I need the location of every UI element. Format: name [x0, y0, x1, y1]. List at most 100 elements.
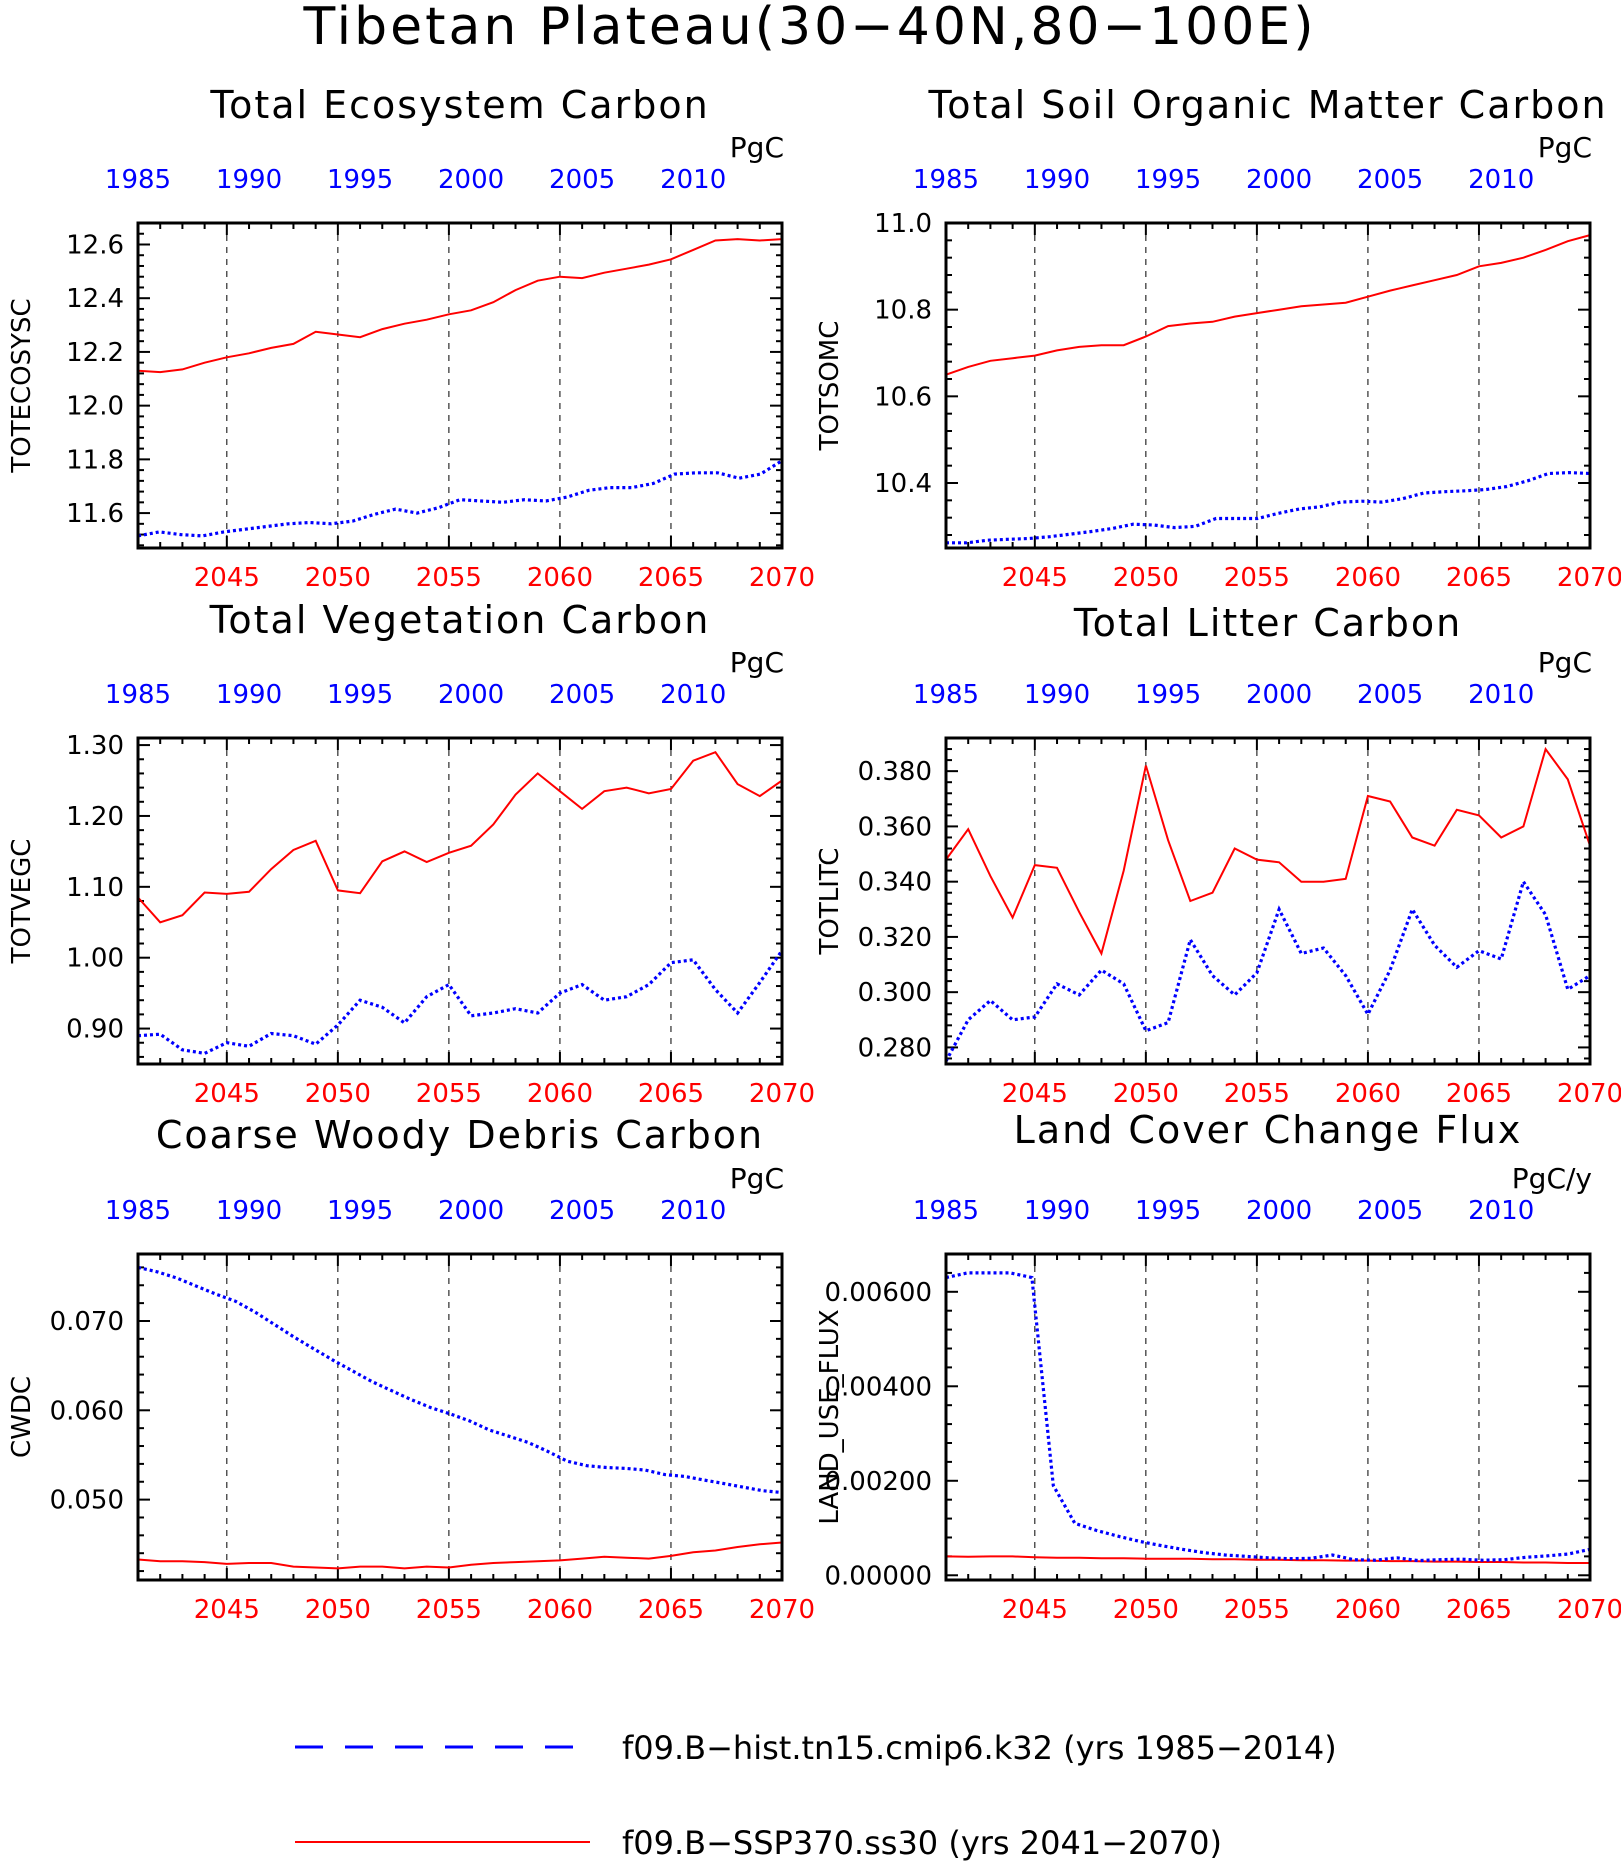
- x-bottom-tick-label: 2055: [416, 563, 482, 593]
- chart-panel-total-litter-carbon: Total Litter Carbon PgC TOTLITC 2045 2050 205…: [815, 601, 1621, 1109]
- x-bottom-tick-label: 2065: [638, 1595, 704, 1625]
- plot-frame: [136, 1252, 784, 1582]
- series-ssp370-line: [945, 1555, 1590, 1564]
- x-top-tick-label: 1985: [913, 165, 979, 195]
- legend: f09.B−hist.tn15.cmip6.k32 (yrs 1985−2014…: [295, 1729, 1337, 1862]
- x-top-tick-label: 2010: [660, 680, 726, 710]
- x-bottom-tick-label: 2065: [1446, 1079, 1512, 1109]
- y-axis-label: TOTLITC: [815, 848, 845, 956]
- x-bottom-tick-label: 2060: [1335, 563, 1401, 593]
- x-bottom-tick-label: 2055: [1224, 1595, 1290, 1625]
- x-bottom-tick-label: 2070: [1557, 1595, 1621, 1625]
- y-axis-label: TOTSOMC: [815, 321, 845, 452]
- x-top-tick-label: 1990: [216, 1196, 282, 1226]
- x-top-tick-label: 1995: [1135, 680, 1201, 710]
- y-tick-label: 0.050: [50, 1486, 124, 1516]
- x-top-tick-label: 2000: [438, 1196, 504, 1226]
- x-top-tick-label: 1985: [105, 1196, 171, 1226]
- plot-frame: [944, 1252, 1592, 1582]
- x-top-tick-label: 1990: [1024, 165, 1090, 195]
- x-top-tick-label: 2005: [549, 165, 615, 195]
- x-top-tick-label: 2005: [549, 1196, 615, 1226]
- x-bottom-tick-label: 2045: [194, 1079, 260, 1109]
- y-tick-label: 10.6: [874, 382, 932, 412]
- x-top-tick-label: 2010: [660, 165, 726, 195]
- x-top-tick-label: 1990: [216, 165, 282, 195]
- x-top-tick-label: 2005: [1357, 165, 1423, 195]
- y-tick-label: 12.6: [66, 230, 124, 260]
- x-top-tick-label: 1985: [105, 680, 171, 710]
- y-tick-label: 0.060: [50, 1396, 124, 1426]
- y-tick-label: 0.320: [858, 923, 932, 953]
- x-bottom-tick-label: 2065: [1446, 563, 1512, 593]
- x-bottom-tick-label: 2070: [749, 1079, 815, 1109]
- x-bottom-tick-label: 2065: [638, 1079, 704, 1109]
- chart-title: Total Vegetation Carbon: [209, 598, 711, 642]
- x-bottom-tick-label: 2050: [1113, 1079, 1179, 1109]
- x-bottom-tick-label: 2065: [1446, 1595, 1512, 1625]
- chart-panel-total-ecosystem-carbon: Total Ecosystem Carbon PgC TOTECOSYSC 2045 2…: [7, 83, 815, 593]
- x-top-tick-label: 2000: [1246, 680, 1312, 710]
- x-bottom-tick-label: 2060: [527, 1595, 593, 1625]
- y-tick-label: 12.4: [66, 284, 124, 314]
- x-top-tick-label: 1985: [913, 680, 979, 710]
- x-bottom-tick-label: 2070: [1557, 563, 1621, 593]
- y-axis-label: LAND_USE_FLUX: [815, 1309, 845, 1524]
- x-bottom-tick-label: 2065: [638, 563, 704, 593]
- y-tick-label: 0.300: [858, 978, 932, 1008]
- series-hist-line: [944, 877, 1591, 1062]
- chart-panel-coarse-woody-debris-carbon: Coarse Woody Debris Carbon PgC CWDC 2045 205…: [7, 1113, 815, 1625]
- y-axis-label: TOTVEGC: [7, 839, 37, 965]
- series-ssp370-line: [137, 1541, 783, 1570]
- x-top-tick-label: 2000: [438, 680, 504, 710]
- y-tick-label: 10.8: [874, 296, 932, 326]
- x-bottom-tick-label: 2050: [305, 1595, 371, 1625]
- y-tick-label: 11.6: [66, 499, 124, 529]
- units-label: PgC: [730, 1162, 784, 1195]
- y-tick-label: 10.4: [874, 469, 932, 499]
- y-tick-label: 0.00400: [824, 1372, 932, 1402]
- units-label: PgC: [730, 646, 784, 679]
- series-ssp370-line: [945, 234, 1591, 376]
- x-top-tick-label: 1995: [1135, 1196, 1201, 1226]
- plot-frame: [136, 221, 784, 550]
- x-bottom-tick-label: 2070: [749, 1595, 815, 1625]
- x-top-tick-label: 1990: [1024, 680, 1090, 710]
- x-top-tick-label: 2000: [438, 165, 504, 195]
- y-tick-label: 12.2: [66, 338, 124, 368]
- figure-title: Tibetan Plateau(30−40N,80−100E): [303, 0, 1317, 57]
- y-tick-label: 0.00200: [824, 1467, 932, 1497]
- plot-frame: [136, 736, 784, 1066]
- y-tick-label: 0.00600: [824, 1278, 932, 1308]
- series-ssp370-line: [945, 746, 1591, 957]
- x-top-tick-label: 1990: [1024, 1196, 1090, 1226]
- y-tick-label: 1.20: [66, 802, 124, 832]
- y-tick-label: 1.30: [66, 731, 124, 761]
- series-hist-line: [945, 1271, 1591, 1563]
- x-bottom-tick-label: 2055: [1224, 1079, 1290, 1109]
- series-hist-line: [137, 949, 784, 1056]
- series-hist-line: [946, 470, 1591, 545]
- legend-label: f09.B−hist.tn15.cmip6.k32 (yrs 1985−2014…: [622, 1729, 1337, 1767]
- x-top-tick-label: 1995: [1135, 165, 1201, 195]
- x-bottom-tick-label: 2050: [305, 563, 371, 593]
- x-top-tick-label: 2010: [1468, 680, 1534, 710]
- x-bottom-tick-label: 2060: [527, 563, 593, 593]
- plot-frame: [944, 221, 1592, 550]
- y-tick-label: 0.070: [50, 1307, 124, 1337]
- x-top-tick-label: 2005: [1357, 680, 1423, 710]
- x-bottom-tick-label: 2055: [1224, 563, 1290, 593]
- x-top-tick-label: 2010: [660, 1196, 726, 1226]
- units-label: PgC: [1538, 646, 1592, 679]
- units-label: PgC: [1538, 131, 1592, 164]
- chart-title: Total Litter Carbon: [1073, 601, 1462, 645]
- chart-panel-land-cover-change-flux: Land Cover Change Flux PgC/y LAND_USE_FLUX…: [815, 1108, 1621, 1625]
- x-top-tick-label: 2000: [1246, 165, 1312, 195]
- x-bottom-tick-label: 2050: [1113, 1595, 1179, 1625]
- x-bottom-tick-label: 2045: [1002, 1079, 1068, 1109]
- chart-title: Total Ecosystem Carbon: [209, 83, 709, 127]
- y-tick-label: 11.8: [66, 445, 124, 475]
- chart-title: Land Cover Change Flux: [1014, 1108, 1523, 1152]
- x-top-tick-label: 1995: [327, 165, 393, 195]
